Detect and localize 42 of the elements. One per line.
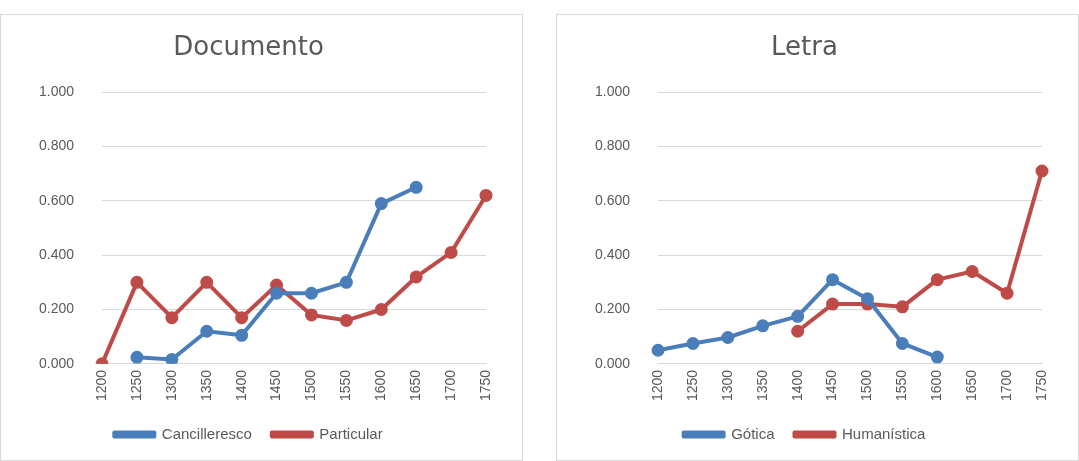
x-tick-label: 1650 xyxy=(963,369,980,402)
x-tick-label: 1600 xyxy=(928,369,945,402)
y-tick-label: 1.000 xyxy=(38,83,75,100)
y-tick-label: 0.800 xyxy=(38,137,75,154)
x-tick-label: 1200 xyxy=(648,369,665,402)
x-tick-label: 1400 xyxy=(232,369,249,402)
chart-title: Letra xyxy=(771,31,838,62)
x-tick-label: 1450 xyxy=(823,369,840,402)
x-tick-label: 1500 xyxy=(858,369,875,402)
x-tick-label: 1700 xyxy=(441,369,458,402)
x-tick-label: 1350 xyxy=(753,369,770,402)
y-tick-label: 1.000 xyxy=(594,83,631,100)
x-tick-label: 1400 xyxy=(788,369,805,402)
x-tick-label: 1650 xyxy=(407,369,424,402)
y-tick-label: 0.800 xyxy=(594,137,631,154)
x-tick-label: 1550 xyxy=(337,369,354,402)
legend-label: Humanística xyxy=(841,424,927,442)
y-tick-label: 0.000 xyxy=(594,354,631,371)
x-tick-label: 1600 xyxy=(372,369,389,402)
legend-label: Cancilleresco xyxy=(161,424,252,442)
x-tick-label: 1700 xyxy=(997,369,1014,402)
chart-title: Documento xyxy=(173,31,324,62)
x-tick-label: 1250 xyxy=(683,369,700,402)
y-tick-label: 0.000 xyxy=(38,354,75,371)
x-tick-label: 1300 xyxy=(162,369,179,402)
x-tick-label: 1300 xyxy=(718,369,735,402)
x-tick-label: 1750 xyxy=(476,369,493,402)
y-tick-label: 0.400 xyxy=(38,246,75,263)
x-tick-label: 1350 xyxy=(197,369,214,402)
x-tick-label: 1250 xyxy=(127,369,144,402)
x-tick-label: 1500 xyxy=(302,369,319,402)
y-tick-label: 0.200 xyxy=(594,300,631,317)
legend-label: Particular xyxy=(319,424,383,442)
x-tick-label: 1750 xyxy=(1032,369,1049,402)
legend-label: Gótica xyxy=(731,424,776,442)
y-tick-label: 0.600 xyxy=(38,191,75,208)
y-tick-label: 0.400 xyxy=(594,246,631,263)
x-tick-label: 1450 xyxy=(267,369,284,402)
x-tick-label: 1200 xyxy=(92,369,109,402)
y-tick-label: 0.200 xyxy=(38,300,75,317)
x-tick-label: 1550 xyxy=(893,369,910,402)
y-tick-label: 0.600 xyxy=(594,191,631,208)
